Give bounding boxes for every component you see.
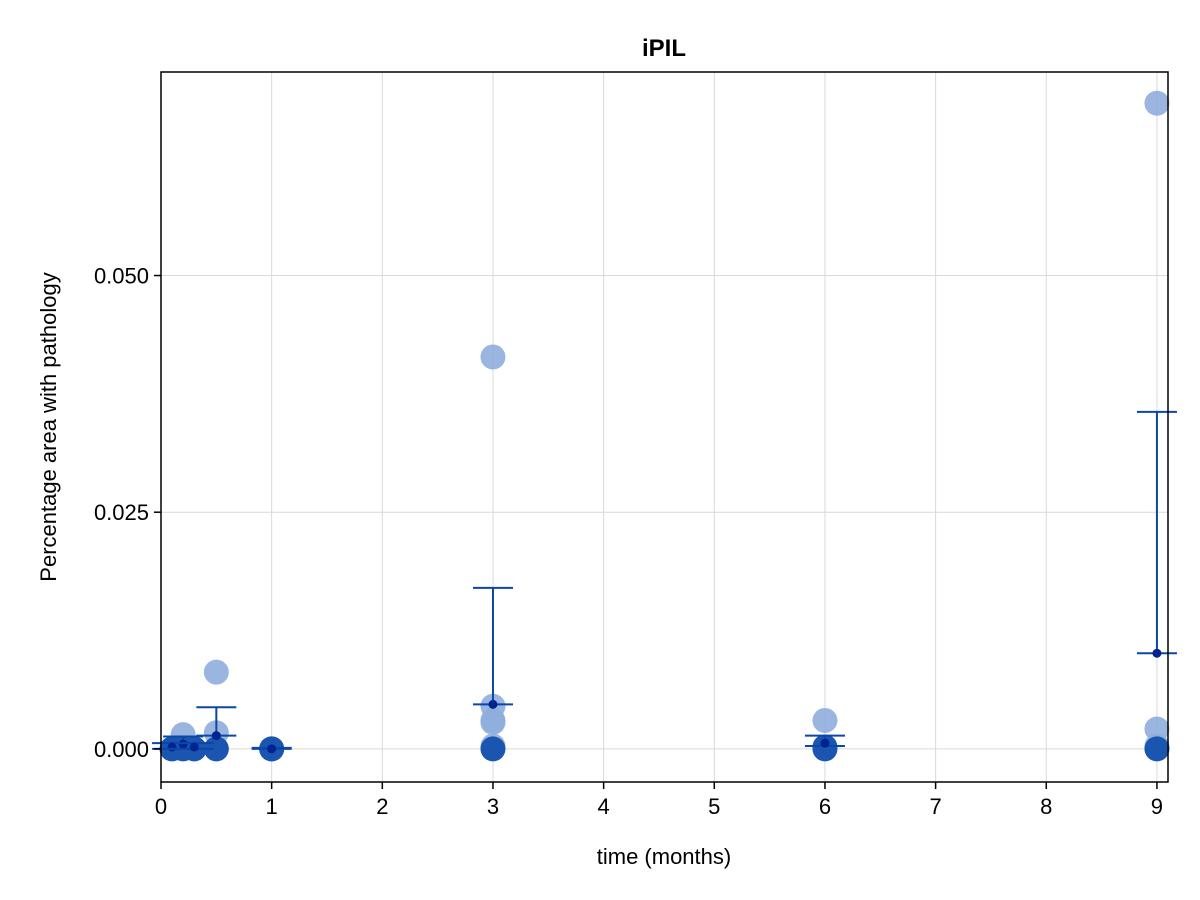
scatter-point-light xyxy=(812,707,838,733)
mean-marker xyxy=(820,738,830,748)
x-tick-label: 5 xyxy=(708,794,720,819)
x-tick-label: 6 xyxy=(819,794,831,819)
scatter-point-light xyxy=(1144,90,1170,116)
x-tick-label: 7 xyxy=(929,794,941,819)
plot-frame xyxy=(160,71,1169,783)
axis-ticks: 0 1 2 3 4 5 6 7 8 9 0.000 0.025 0.050 xyxy=(94,264,1163,819)
scatter-point-light xyxy=(480,344,506,370)
scatter-point-light xyxy=(480,709,506,735)
grid xyxy=(160,72,1168,782)
x-tick-label: 9 xyxy=(1151,794,1163,819)
y-tick-label: 0.000 xyxy=(94,737,149,762)
y-axis-title: Percentage area with pathology xyxy=(36,272,61,581)
scatter-point-dark xyxy=(1144,736,1170,762)
mean-marker xyxy=(189,742,199,752)
x-tick-label: 8 xyxy=(1040,794,1052,819)
mean-marker xyxy=(488,699,498,709)
y-tick-label: 0.025 xyxy=(94,500,149,525)
x-tick-label: 1 xyxy=(266,794,278,819)
x-tick-label: 3 xyxy=(487,794,499,819)
x-axis-title: time (months) xyxy=(597,844,731,869)
chart-title: iPIL xyxy=(642,35,686,62)
scatter-point-dark xyxy=(480,736,506,762)
y-tick-label: 0.050 xyxy=(94,264,149,289)
mean-marker xyxy=(211,731,221,741)
scatter-point-light xyxy=(203,659,229,685)
x-tick-label: 4 xyxy=(598,794,610,819)
error-bars xyxy=(152,410,1177,754)
mean-marker xyxy=(267,744,277,754)
x-tick-label: 2 xyxy=(376,794,388,819)
mean-marker xyxy=(1152,648,1162,658)
x-tick-label: 0 xyxy=(155,794,167,819)
